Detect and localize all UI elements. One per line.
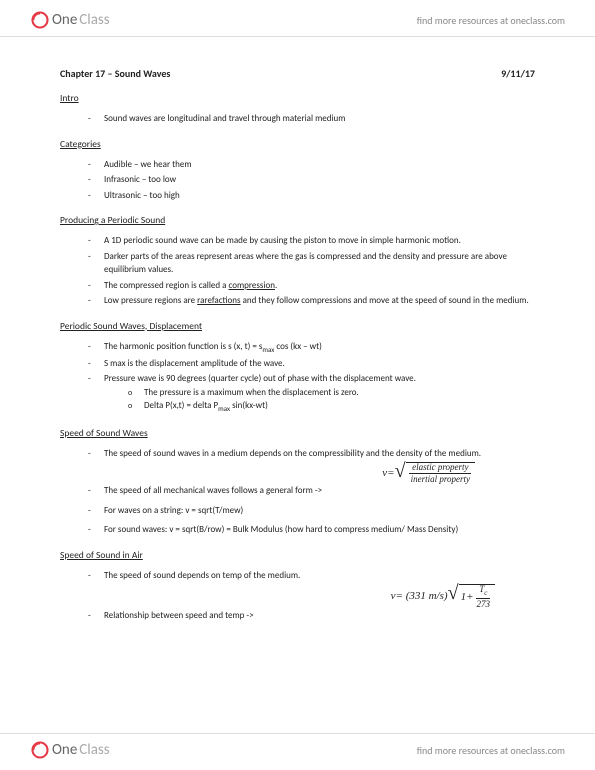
brand-text-class: Class: [79, 741, 109, 759]
list-item: For sound waves: v = sqrt(B/row) = Bulk …: [88, 523, 535, 537]
heading-categories: Categories: [60, 138, 535, 150]
list-producing: A 1D periodic sound wave can be made by …: [60, 234, 535, 308]
list-item: The speed of sound depends on temp of th…: [88, 569, 535, 583]
list-intro: Sound waves are longitudinal and travel …: [60, 112, 535, 126]
heading-air: Speed of Sound in Air: [60, 549, 535, 561]
list-item: A 1D periodic sound wave can be made by …: [88, 234, 535, 248]
list-item: Infrasonic – too low: [88, 173, 535, 187]
formula-elastic: v = √ elastic propertyinertial property: [60, 462, 535, 484]
list-item: The pressure is a maximum when the displ…: [128, 386, 535, 400]
brand-text-one: One: [52, 11, 77, 29]
brand-text-one: One: [52, 741, 77, 759]
list-item: Darker parts of the areas represent area…: [88, 250, 535, 277]
heading-speed: Speed of Sound Waves: [60, 427, 535, 439]
list-item: Audible – we hear them: [88, 158, 535, 172]
list-item: S max is the displacement amplitude of t…: [88, 357, 535, 371]
heading-producing: Producing a Periodic Sound: [60, 214, 535, 226]
list-item: For waves on a string: v = sqrt(T/mew): [88, 504, 535, 518]
brand-text-class: Class: [79, 11, 109, 29]
heading-displacement: Periodic Sound Waves, Displacement: [60, 320, 535, 332]
list-categories: Audible – we hear them Infrasonic – too …: [60, 158, 535, 203]
logo-icon: [30, 740, 50, 760]
heading-intro: Intro: [60, 92, 535, 104]
list-air2: Relationship between speed and temp ->: [60, 609, 535, 623]
page-header: OneClass find more resources at oneclass…: [0, 0, 595, 37]
list-item: The harmonic position function is s (x, …: [88, 340, 535, 355]
date: 9/11/17: [501, 67, 535, 80]
list-air: The speed of sound depends on temp of th…: [60, 569, 535, 583]
header-link[interactable]: find more resources at oneclass.com: [417, 14, 565, 27]
list-item: Pressure wave is 90 degrees (quarter cyc…: [88, 372, 535, 414]
list-speed3: For waves on a string: v = sqrt(T/mew): [60, 504, 535, 518]
chapter-title: Chapter 17 – Sound Waves: [60, 67, 170, 80]
footer-link[interactable]: find more resources at oneclass.com: [417, 744, 565, 757]
title-row: Chapter 17 – Sound Waves 9/11/17: [60, 67, 535, 80]
list-speed2: The speed of all mechanical waves follow…: [60, 484, 535, 498]
list-item: Delta P(x,t) = delta Pmax sin(kx-wt): [128, 399, 535, 414]
logo-icon: [30, 10, 50, 30]
list-item: Relationship between speed and temp ->: [88, 609, 535, 623]
list-speed4: For sound waves: v = sqrt(B/row) = Bulk …: [60, 523, 535, 537]
list-item: The speed of sound waves in a medium dep…: [88, 447, 535, 461]
list-speed: The speed of sound waves in a medium dep…: [60, 447, 535, 461]
list-displacement: The harmonic position function is s (x, …: [60, 340, 535, 415]
sub-list: The pressure is a maximum when the displ…: [104, 386, 535, 415]
brand-logo-footer: OneClass: [30, 740, 110, 760]
brand-logo: OneClass: [30, 10, 110, 30]
list-item: Ultrasonic – too high: [88, 189, 535, 203]
list-item: Sound waves are longitudinal and travel …: [88, 112, 535, 126]
page-footer: OneClass find more resources at oneclass…: [0, 733, 595, 770]
list-item: The speed of all mechanical waves follow…: [88, 484, 535, 498]
formula-temp: v = (331 m/s) √ 1+ Tc273: [60, 584, 535, 609]
document-content: Chapter 17 – Sound Waves 9/11/17 Intro S…: [0, 37, 595, 638]
list-item: The compressed region is called a compre…: [88, 279, 535, 293]
list-item: Low pressure regions are rarefactions an…: [88, 294, 535, 308]
